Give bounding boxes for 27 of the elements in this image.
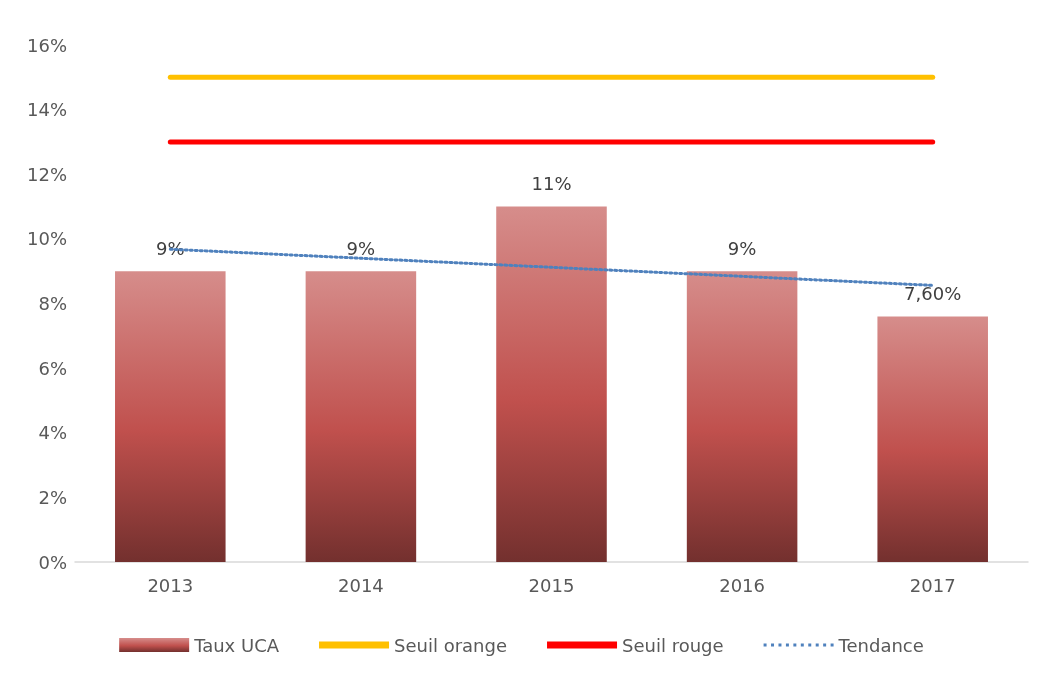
y-tick-label: 16% xyxy=(26,34,67,56)
x-tick-label: 2017 xyxy=(909,574,956,596)
bar xyxy=(877,316,988,562)
y-tick-label: 12% xyxy=(26,163,67,185)
bar xyxy=(686,271,798,562)
bar xyxy=(115,271,226,562)
y-tick-label: 14% xyxy=(26,99,67,121)
y-tick-label: 8% xyxy=(38,293,67,314)
data-label: 11% xyxy=(531,173,572,195)
x-tick-label: 2013 xyxy=(147,574,194,596)
data-label: 7,60% xyxy=(904,282,962,304)
y-tick-label: 10% xyxy=(26,228,67,250)
y-tick-label: 6% xyxy=(38,357,67,379)
legend-label: Taux UCA xyxy=(193,634,280,656)
data-label: 9% xyxy=(727,237,757,259)
legend-label: Tendance xyxy=(837,634,924,656)
y-tick-label: 0% xyxy=(38,551,67,573)
bar xyxy=(305,271,417,562)
legend-label: Seuil rouge xyxy=(622,634,724,656)
bar xyxy=(496,206,607,562)
x-tick-label: 2014 xyxy=(337,574,384,596)
x-tick-label: 2016 xyxy=(719,574,766,596)
y-tick-label: 2% xyxy=(38,486,67,508)
y-tick-label: 4% xyxy=(38,422,67,444)
legend-label: Seuil orange xyxy=(394,634,508,656)
x-tick-label: 2015 xyxy=(528,574,575,596)
data-label: 9% xyxy=(346,237,376,259)
